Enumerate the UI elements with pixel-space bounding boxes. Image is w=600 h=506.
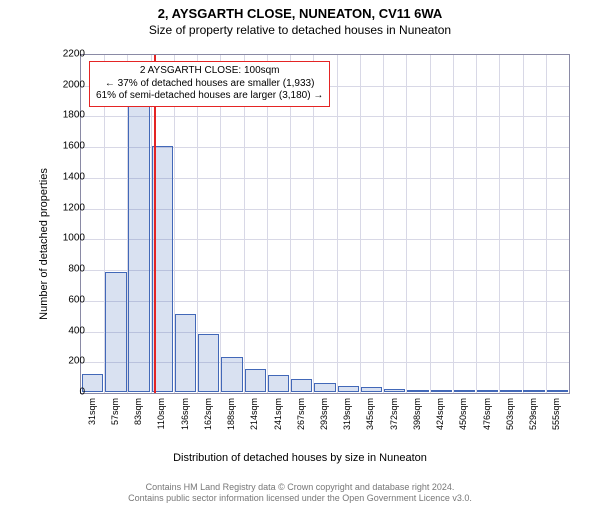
chart-container: Number of detached properties 2 AYSGARTH… [50,54,580,434]
ytick-label: 2200 [63,49,85,60]
ytick-label: 600 [68,294,85,305]
xtick-label: 345sqm [365,398,375,430]
footer-line2: Contains public sector information licen… [0,493,600,504]
histogram-bar [384,389,405,392]
annotation-line2: ← 37% of detached houses are smaller (1,… [96,78,323,91]
annotation-line3: 61% of semi-detached houses are larger (… [96,90,323,103]
footer: Contains HM Land Registry data © Crown c… [0,482,600,504]
gridline-v [360,55,361,393]
title-main: 2, AYSGARTH CLOSE, NUNEATON, CV11 6WA [0,6,600,21]
histogram-bar [221,357,242,392]
ytick-label: 0 [79,387,85,398]
histogram-bar [198,334,219,392]
xtick-label: 424sqm [435,398,445,430]
ytick-label: 1800 [63,110,85,121]
xtick-label: 529sqm [528,398,538,430]
gridline-v [453,55,454,393]
xtick-label: 110sqm [156,398,166,429]
histogram-bar [105,272,126,392]
histogram-bar [245,369,266,392]
histogram-bar [361,387,382,392]
ytick-label: 1000 [63,233,85,244]
xtick-label: 503sqm [505,398,515,430]
gridline-v [476,55,477,393]
histogram-bar [454,390,475,392]
histogram-bar [291,379,312,392]
y-axis-title: Number of detached properties [38,168,50,320]
xtick-label: 214sqm [249,398,259,430]
xtick-label: 267sqm [296,398,306,430]
histogram-bar [268,375,289,392]
histogram-bar [407,390,428,392]
histogram-bar [128,97,149,392]
xtick-label: 57sqm [110,398,120,425]
histogram-bar [547,390,568,392]
xtick-label: 398sqm [412,398,422,430]
gridline-v [383,55,384,393]
histogram-bar [523,390,544,392]
xtick-label: 319sqm [342,398,352,430]
gridline-v [546,55,547,393]
ytick-label: 1200 [63,202,85,213]
ytick-label: 200 [68,356,85,367]
xtick-label: 555sqm [551,398,561,430]
title-sub: Size of property relative to detached ho… [0,23,600,37]
xtick-label: 241sqm [273,398,283,430]
xtick-label: 31sqm [87,398,97,425]
xtick-label: 476sqm [482,398,492,430]
histogram-bar [431,390,452,392]
xtick-label: 136sqm [180,398,190,430]
histogram-bar [477,390,498,392]
gridline-v [430,55,431,393]
xtick-label: 372sqm [389,398,399,430]
gridline-v [499,55,500,393]
ytick-label: 1400 [63,171,85,182]
histogram-bar [314,383,335,392]
xtick-label: 293sqm [319,398,329,430]
xtick-label: 188sqm [226,398,236,430]
plot-area: 2 AYSGARTH CLOSE: 100sqm ← 37% of detach… [80,54,570,394]
histogram-bar [175,314,196,392]
ytick-label: 1600 [63,141,85,152]
gridline-v [337,55,338,393]
x-axis-title: Distribution of detached houses by size … [0,452,600,464]
histogram-bar [500,390,521,392]
gridline-v [523,55,524,393]
xtick-label: 450sqm [458,398,468,430]
ytick-label: 2000 [63,79,85,90]
histogram-bar [338,386,359,392]
ytick-label: 400 [68,325,85,336]
annotation-line1: 2 AYSGARTH CLOSE: 100sqm [96,65,323,78]
footer-line1: Contains HM Land Registry data © Crown c… [0,482,600,493]
ytick-label: 800 [68,264,85,275]
gridline-v [406,55,407,393]
annotation-box: 2 AYSGARTH CLOSE: 100sqm ← 37% of detach… [89,61,330,107]
xtick-label: 83sqm [133,398,143,425]
xtick-label: 162sqm [203,398,213,430]
